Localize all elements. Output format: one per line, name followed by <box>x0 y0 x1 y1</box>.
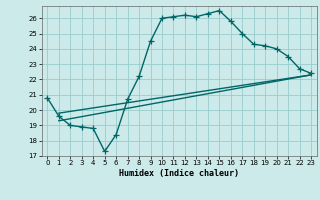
X-axis label: Humidex (Indice chaleur): Humidex (Indice chaleur) <box>119 169 239 178</box>
